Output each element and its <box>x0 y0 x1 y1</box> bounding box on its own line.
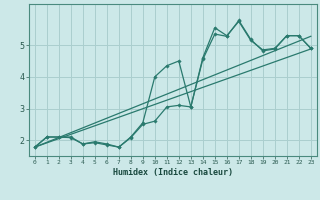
X-axis label: Humidex (Indice chaleur): Humidex (Indice chaleur) <box>113 168 233 177</box>
